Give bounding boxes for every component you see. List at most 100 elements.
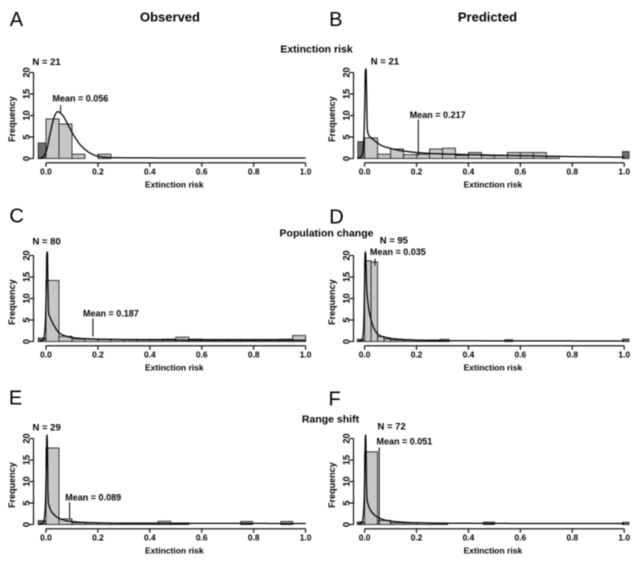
svg-text:A: A bbox=[10, 9, 24, 31]
svg-text:0.0: 0.0 bbox=[359, 533, 371, 543]
svg-text:0.8: 0.8 bbox=[566, 533, 578, 543]
svg-text:0.0: 0.0 bbox=[40, 167, 52, 177]
svg-text:0.4: 0.4 bbox=[463, 533, 475, 543]
svg-text:15: 15 bbox=[342, 89, 352, 99]
svg-text:Extinction risk: Extinction risk bbox=[145, 546, 204, 556]
svg-text:N = 21: N = 21 bbox=[32, 57, 61, 68]
svg-text:0.4: 0.4 bbox=[463, 167, 475, 177]
svg-text:0.2: 0.2 bbox=[92, 533, 104, 543]
svg-text:C: C bbox=[9, 205, 23, 227]
svg-text:Extinction risk: Extinction risk bbox=[145, 363, 204, 373]
svg-text:Frequency: Frequency bbox=[327, 462, 337, 508]
svg-text:20: 20 bbox=[22, 433, 32, 443]
svg-text:5: 5 bbox=[22, 317, 32, 322]
svg-text:0.8: 0.8 bbox=[248, 350, 260, 360]
svg-text:N = 29: N = 29 bbox=[33, 423, 61, 434]
svg-text:10: 10 bbox=[342, 476, 352, 486]
svg-text:Mean = 0.035: Mean = 0.035 bbox=[370, 247, 426, 257]
svg-text:0: 0 bbox=[22, 339, 32, 344]
svg-text:0.8: 0.8 bbox=[248, 533, 260, 543]
svg-text:0.6: 0.6 bbox=[196, 350, 208, 360]
svg-text:0.6: 0.6 bbox=[515, 167, 527, 177]
svg-text:0.2: 0.2 bbox=[411, 533, 423, 543]
svg-text:15: 15 bbox=[342, 455, 352, 465]
svg-text:5: 5 bbox=[342, 134, 352, 139]
svg-text:Frequency: Frequency bbox=[7, 462, 17, 508]
svg-text:0.4: 0.4 bbox=[144, 350, 156, 360]
svg-text:Frequency: Frequency bbox=[7, 279, 17, 325]
svg-text:10: 10 bbox=[22, 293, 32, 303]
svg-text:D: D bbox=[329, 207, 343, 229]
svg-text:0.2: 0.2 bbox=[411, 350, 423, 360]
svg-text:0: 0 bbox=[342, 156, 352, 161]
svg-text:Mean = 0.217: Mean = 0.217 bbox=[410, 110, 466, 120]
svg-text:10: 10 bbox=[342, 110, 352, 120]
svg-text:0.6: 0.6 bbox=[196, 167, 208, 177]
svg-text:5: 5 bbox=[22, 134, 32, 139]
svg-text:15: 15 bbox=[22, 272, 32, 282]
svg-text:1.0: 1.0 bbox=[300, 533, 312, 543]
svg-text:20: 20 bbox=[342, 67, 352, 77]
svg-text:N = 80: N = 80 bbox=[33, 237, 61, 248]
svg-text:0.2: 0.2 bbox=[411, 167, 423, 177]
svg-text:15: 15 bbox=[22, 89, 32, 99]
svg-text:10: 10 bbox=[342, 293, 352, 303]
svg-text:Frequency: Frequency bbox=[327, 279, 337, 325]
svg-text:5: 5 bbox=[22, 500, 32, 505]
svg-text:0: 0 bbox=[342, 339, 352, 344]
svg-text:0.6: 0.6 bbox=[515, 533, 527, 543]
svg-text:Extinction risk: Extinction risk bbox=[464, 363, 523, 373]
svg-text:0: 0 bbox=[342, 522, 352, 527]
svg-text:0: 0 bbox=[22, 522, 32, 527]
svg-text:F: F bbox=[329, 389, 341, 411]
svg-text:0.8: 0.8 bbox=[566, 350, 578, 360]
svg-text:Population change: Population change bbox=[280, 228, 374, 240]
svg-text:0.2: 0.2 bbox=[92, 350, 104, 360]
svg-text:0.8: 0.8 bbox=[248, 167, 260, 177]
svg-text:Extinction risk: Extinction risk bbox=[145, 180, 204, 190]
svg-text:0.0: 0.0 bbox=[359, 167, 371, 177]
svg-text:20: 20 bbox=[342, 433, 352, 443]
svg-text:20: 20 bbox=[22, 250, 32, 260]
svg-text:0.4: 0.4 bbox=[144, 533, 156, 543]
svg-text:N = 95: N = 95 bbox=[380, 236, 409, 247]
svg-text:1.0: 1.0 bbox=[300, 167, 312, 177]
svg-text:Observed: Observed bbox=[140, 10, 200, 25]
svg-text:Extinction risk: Extinction risk bbox=[280, 43, 353, 55]
svg-text:0.8: 0.8 bbox=[566, 167, 578, 177]
svg-text:20: 20 bbox=[342, 250, 352, 260]
svg-text:0.0: 0.0 bbox=[359, 350, 371, 360]
svg-text:Range shift: Range shift bbox=[302, 413, 360, 425]
svg-text:Frequency: Frequency bbox=[327, 96, 337, 142]
svg-text:Extinction risk: Extinction risk bbox=[464, 546, 523, 556]
svg-text:N = 72: N = 72 bbox=[378, 422, 406, 433]
svg-text:0.0: 0.0 bbox=[40, 533, 52, 543]
svg-text:E: E bbox=[9, 388, 22, 410]
svg-text:0.4: 0.4 bbox=[144, 167, 156, 177]
svg-text:5: 5 bbox=[342, 317, 352, 322]
svg-text:Mean = 0.187: Mean = 0.187 bbox=[83, 308, 139, 318]
svg-text:1.0: 1.0 bbox=[618, 350, 630, 360]
svg-text:10: 10 bbox=[22, 110, 32, 120]
svg-text:Mean = 0.051: Mean = 0.051 bbox=[377, 437, 433, 447]
svg-text:Mean = 0.056: Mean = 0.056 bbox=[53, 94, 109, 104]
svg-text:1.0: 1.0 bbox=[618, 167, 630, 177]
svg-text:0.6: 0.6 bbox=[515, 350, 527, 360]
svg-text:Predicted: Predicted bbox=[458, 10, 517, 25]
svg-text:0.0: 0.0 bbox=[40, 350, 52, 360]
svg-text:0.4: 0.4 bbox=[463, 350, 475, 360]
svg-text:1.0: 1.0 bbox=[618, 533, 630, 543]
svg-text:0.6: 0.6 bbox=[196, 533, 208, 543]
svg-text:15: 15 bbox=[342, 272, 352, 282]
svg-text:15: 15 bbox=[22, 455, 32, 465]
svg-text:B: B bbox=[329, 9, 342, 31]
svg-text:10: 10 bbox=[22, 476, 32, 486]
svg-text:Extinction risk: Extinction risk bbox=[464, 180, 523, 190]
svg-text:1.0: 1.0 bbox=[300, 350, 312, 360]
svg-text:N = 21: N = 21 bbox=[371, 57, 400, 68]
svg-text:Mean = 0.089: Mean = 0.089 bbox=[65, 493, 121, 503]
svg-text:5: 5 bbox=[342, 500, 352, 505]
svg-text:Frequency: Frequency bbox=[7, 96, 17, 142]
svg-text:0: 0 bbox=[22, 156, 32, 161]
svg-text:0.2: 0.2 bbox=[92, 167, 104, 177]
